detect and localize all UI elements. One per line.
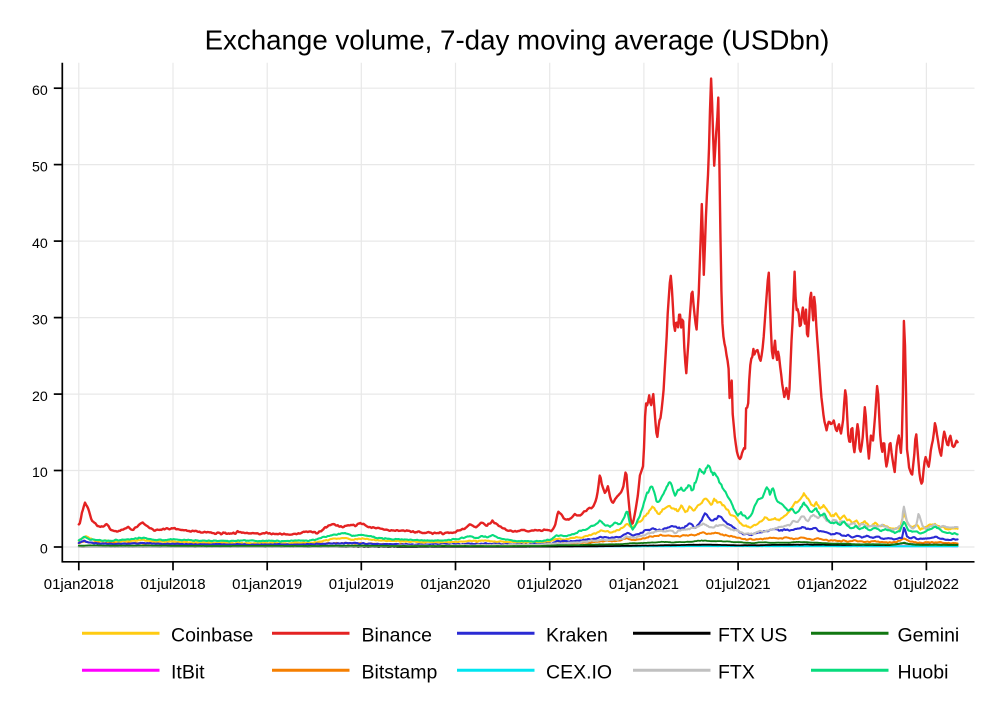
svg-text:01jan2022: 01jan2022 [797, 576, 867, 593]
svg-text:01jul2020: 01jul2020 [517, 576, 582, 593]
svg-text:Bitstamp: Bitstamp [362, 662, 438, 684]
svg-text:20: 20 [32, 389, 48, 405]
svg-text:Gemini: Gemini [898, 625, 960, 647]
svg-text:01jan2019: 01jan2019 [232, 576, 302, 593]
svg-text:01jul2022: 01jul2022 [894, 576, 959, 593]
svg-text:40: 40 [32, 236, 48, 252]
svg-text:01jan2020: 01jan2020 [420, 576, 490, 593]
svg-text:Binance: Binance [362, 625, 432, 647]
svg-text:01jul2019: 01jul2019 [329, 576, 394, 593]
svg-text:FTX US: FTX US [718, 625, 787, 647]
svg-text:FTX: FTX [718, 662, 755, 684]
svg-text:CEX.IO: CEX.IO [546, 662, 612, 684]
svg-text:10: 10 [32, 465, 48, 481]
svg-text:01jul2018: 01jul2018 [140, 576, 205, 593]
svg-text:Kraken: Kraken [546, 625, 608, 647]
svg-text:01jan2021: 01jan2021 [609, 576, 679, 593]
svg-text:Coinbase: Coinbase [171, 625, 253, 647]
svg-text:50: 50 [32, 159, 48, 175]
svg-text:01jul2021: 01jul2021 [706, 576, 771, 593]
svg-text:60: 60 [32, 83, 48, 99]
svg-text:0: 0 [40, 542, 48, 558]
svg-text:30: 30 [32, 312, 48, 328]
svg-text:Exchange volume, 7-day moving: Exchange volume, 7-day moving average (U… [205, 25, 830, 56]
svg-text:ItBit: ItBit [171, 662, 205, 684]
svg-text:Huobi: Huobi [898, 662, 949, 684]
svg-text:01jan2018: 01jan2018 [44, 576, 114, 593]
